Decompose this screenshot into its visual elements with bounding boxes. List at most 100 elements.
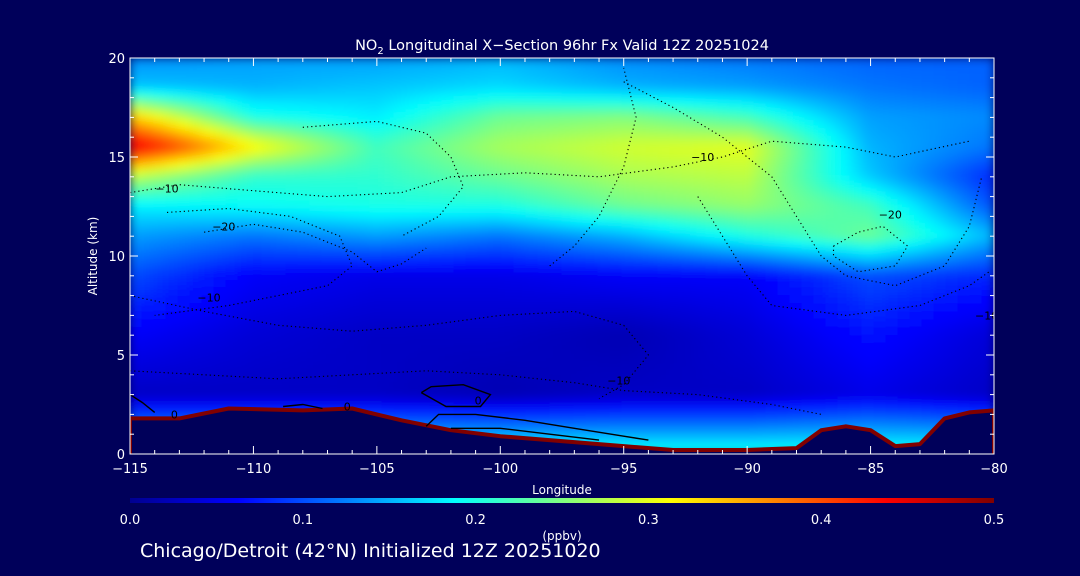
field-cell bbox=[513, 263, 527, 273]
field-cell bbox=[861, 279, 875, 289]
field-cell bbox=[525, 342, 539, 352]
field-cell bbox=[345, 168, 359, 178]
field-cell bbox=[405, 366, 419, 376]
field-cell bbox=[825, 231, 839, 241]
field-cell bbox=[837, 160, 851, 170]
field-cell bbox=[177, 405, 191, 415]
field-cell bbox=[393, 112, 407, 122]
field-cell bbox=[393, 184, 407, 194]
field-cell bbox=[969, 390, 983, 400]
field-cell bbox=[309, 279, 323, 289]
field-cell bbox=[909, 112, 923, 122]
field-cell bbox=[429, 160, 443, 170]
field-cell bbox=[921, 382, 935, 392]
field-cell bbox=[549, 65, 563, 75]
field-cell bbox=[717, 255, 731, 265]
field-cell bbox=[957, 144, 971, 154]
field-cell bbox=[261, 334, 275, 344]
field-cell bbox=[681, 350, 695, 360]
field-cell bbox=[225, 239, 239, 249]
field-cell bbox=[777, 105, 791, 114]
field-cell bbox=[741, 271, 755, 281]
field-cell bbox=[513, 413, 527, 423]
field-cell bbox=[897, 89, 911, 99]
field-cell bbox=[981, 215, 994, 225]
field-cell bbox=[225, 279, 239, 289]
field-cell bbox=[777, 413, 791, 423]
field-cell bbox=[585, 326, 599, 336]
field-cell bbox=[501, 279, 515, 289]
field-cell bbox=[849, 112, 863, 122]
field-cell bbox=[765, 382, 779, 392]
field-cell bbox=[273, 65, 287, 75]
field-cell bbox=[153, 358, 167, 368]
field-cell bbox=[657, 200, 671, 209]
field-cell bbox=[801, 192, 815, 202]
field-cell bbox=[765, 271, 779, 281]
contour-line-dotted bbox=[204, 223, 427, 273]
field-cell bbox=[489, 382, 503, 392]
field-cell bbox=[849, 342, 863, 352]
field-cell bbox=[201, 318, 215, 328]
field-cell bbox=[537, 192, 551, 202]
field-cell bbox=[381, 390, 395, 400]
field-cell bbox=[897, 287, 911, 297]
field-cell bbox=[753, 160, 767, 170]
field-cell bbox=[297, 105, 311, 114]
y-axis-label: Altitude (km) bbox=[86, 217, 100, 296]
field-cell bbox=[165, 287, 179, 297]
field-cell bbox=[297, 255, 311, 265]
field-cell bbox=[753, 128, 767, 138]
field-cell bbox=[225, 58, 239, 67]
field-cell bbox=[513, 184, 527, 194]
field-cell bbox=[417, 105, 431, 114]
field-cell bbox=[297, 342, 311, 352]
field-cell bbox=[381, 279, 395, 289]
field-cell bbox=[357, 287, 371, 297]
field-cell bbox=[657, 398, 671, 407]
field-cell bbox=[777, 112, 791, 122]
field-cell bbox=[549, 81, 563, 91]
field-cell bbox=[873, 350, 887, 360]
field-cell bbox=[645, 176, 659, 186]
field-cell bbox=[285, 89, 299, 99]
field-cell bbox=[825, 200, 839, 209]
field-cell bbox=[477, 390, 491, 400]
field-cell bbox=[825, 295, 839, 305]
field-cell bbox=[369, 89, 383, 99]
field-cell bbox=[309, 136, 323, 146]
field-cell bbox=[345, 105, 359, 114]
field-cell bbox=[861, 263, 875, 273]
field-cell bbox=[297, 271, 311, 281]
field-cell bbox=[261, 112, 275, 122]
field-cell bbox=[561, 128, 575, 138]
field-cell bbox=[933, 184, 947, 194]
field-cell bbox=[177, 350, 191, 360]
field-cell bbox=[573, 318, 587, 328]
field-cell bbox=[489, 366, 503, 376]
field-cell bbox=[141, 200, 155, 209]
field-cell bbox=[225, 105, 239, 114]
field-cell bbox=[573, 73, 587, 83]
field-cell bbox=[381, 247, 395, 257]
field-cell bbox=[885, 334, 899, 344]
field-cell bbox=[333, 184, 347, 194]
field-cell bbox=[693, 405, 707, 415]
field-cell bbox=[393, 144, 407, 154]
field-cell bbox=[933, 89, 947, 99]
field-cell bbox=[333, 279, 347, 289]
field-cell bbox=[513, 382, 527, 392]
field-cell bbox=[549, 89, 563, 99]
field-cell bbox=[681, 136, 695, 146]
field-cell bbox=[441, 350, 455, 360]
field-cell bbox=[177, 374, 191, 384]
field-cell bbox=[669, 89, 683, 99]
field-cell bbox=[825, 310, 839, 320]
field-cell bbox=[945, 334, 959, 344]
field-cell bbox=[537, 112, 551, 122]
field-cell bbox=[849, 152, 863, 162]
field-cell bbox=[693, 112, 707, 122]
field-cell bbox=[981, 239, 994, 249]
field-cell bbox=[345, 390, 359, 400]
